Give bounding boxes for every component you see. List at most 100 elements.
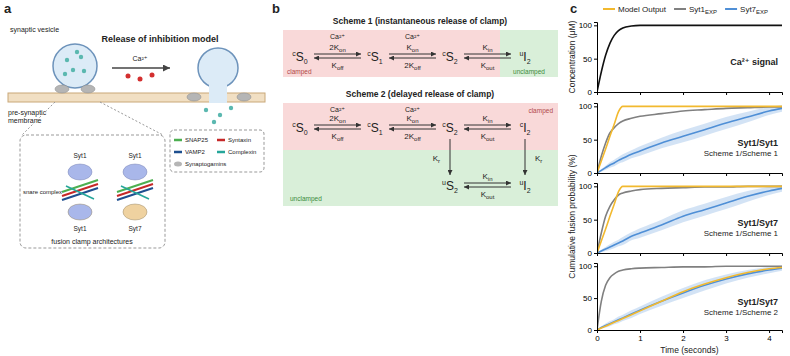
rate: Kr <box>535 154 542 164</box>
axis-line <box>594 264 598 331</box>
rate: 2Koff <box>404 61 421 71</box>
series-line <box>597 108 782 173</box>
rate: Kr <box>433 154 440 164</box>
state-sub: 2 <box>454 187 458 194</box>
state-base: S <box>296 121 304 135</box>
tick-label: 50 <box>583 136 592 145</box>
neurotransmitter <box>82 69 86 73</box>
state: cS0 <box>292 121 308 136</box>
x-tick <box>597 173 598 176</box>
ion-label: Ca²⁺ <box>330 33 345 40</box>
forward-arrow <box>389 54 436 55</box>
release-arrow <box>525 139 526 175</box>
backward-arrow <box>389 58 436 59</box>
tick-mark <box>726 330 727 333</box>
x-tick <box>683 253 684 256</box>
rate-sub: in <box>488 118 493 124</box>
backward-arrow <box>464 129 511 130</box>
series-line <box>597 188 782 253</box>
backward-arrow <box>389 129 436 130</box>
axis-line <box>594 184 598 254</box>
tick-mark <box>769 92 770 95</box>
tick-label: 0 <box>588 249 593 258</box>
released-neurotransmitter <box>204 108 208 112</box>
rate-sub: on <box>339 47 346 53</box>
tick-mark <box>594 330 597 331</box>
tick-label: 50 <box>583 294 592 303</box>
axis-line <box>598 254 783 257</box>
tick-label: 100 <box>579 182 593 191</box>
series-line <box>597 106 782 173</box>
tick-label: 100 <box>579 21 593 30</box>
legend-label: Model Output <box>618 5 667 14</box>
released-neurotransmitter <box>229 106 233 110</box>
panel-title: Release of inhibition model <box>101 34 218 44</box>
clamped-box <box>283 103 558 150</box>
state-sub: 2 <box>454 58 458 65</box>
tick-mark <box>594 173 597 174</box>
vesicle <box>53 44 97 88</box>
rate-sub: in <box>488 47 493 53</box>
chart-subtitle: Scheme 1/Scheme 1 <box>704 229 779 238</box>
calcium <box>138 77 143 82</box>
syt <box>68 204 92 220</box>
y-axis: 050100 <box>579 262 598 335</box>
box-label: clamped <box>287 68 312 76</box>
state-base: S <box>371 50 379 64</box>
rate-sub: off <box>337 65 344 71</box>
tick-mark <box>726 92 727 95</box>
rate: 2Koff <box>404 132 421 142</box>
rate: Kin <box>482 43 492 53</box>
legend-label: Synaptogamins <box>185 161 226 167</box>
figure: abcRelease of inhibition modelsynaptic v… <box>0 0 790 356</box>
rate: Kon <box>406 114 418 124</box>
axis-line <box>594 104 598 174</box>
tick-label: 3 <box>724 334 729 343</box>
state: uI2 <box>519 50 530 65</box>
chart-subtitle: Scheme 1/Scheme 2 <box>704 308 779 317</box>
tick-label: 0 <box>588 326 593 335</box>
x-tick: 4 <box>767 330 772 343</box>
forward-arrow <box>314 54 361 55</box>
legend-swatch <box>174 162 182 167</box>
calcium <box>150 73 155 78</box>
y-tick: 0 <box>588 88 597 97</box>
legend-label: Syntaxin <box>228 137 251 143</box>
tick-label: 50 <box>583 216 592 225</box>
zoom-line <box>22 102 55 135</box>
error-band <box>597 185 782 253</box>
neurotransmitter <box>65 58 69 62</box>
series-line <box>597 267 782 330</box>
syt <box>123 164 147 180</box>
x-tick <box>726 253 727 256</box>
state-base: S <box>446 121 454 135</box>
rate: 2Kon <box>329 114 345 124</box>
legend-label: VAMP2 <box>185 149 206 155</box>
state: cS0 <box>292 50 308 65</box>
inset-caption: fusion clamp architectures <box>51 238 133 246</box>
vesicle-label: synaptic vesicle <box>10 26 59 34</box>
x-tick <box>726 92 727 95</box>
forward-arrow <box>464 125 511 126</box>
backward-arrow <box>314 129 361 130</box>
chart: 05010001234Syt1/Syt7Scheme 1/Scheme 2Tim… <box>579 262 783 355</box>
y-tick: 0 <box>588 249 597 258</box>
y-axis-title: Cumulative fusion probability (%) <box>567 154 577 278</box>
rate: Kon <box>406 43 418 53</box>
rate-sub: r <box>438 158 440 164</box>
x-tick <box>769 92 770 95</box>
error-band <box>597 266 782 330</box>
calcium <box>126 74 131 79</box>
forward-arrow <box>314 125 361 126</box>
rate-sub: r <box>540 158 542 164</box>
tick-mark <box>640 92 641 95</box>
panel-a: Release of inhibition model synaptic vesi… <box>8 26 265 248</box>
tick-mark <box>594 298 597 299</box>
state: cS1 <box>367 50 383 65</box>
legend-label: Complexin <box>228 149 256 155</box>
backward-arrow <box>314 58 361 59</box>
y-axis: 050100 <box>579 102 598 178</box>
protein-legend-box <box>170 130 264 172</box>
error-band <box>597 105 782 173</box>
y-tick: 50 <box>583 55 597 64</box>
